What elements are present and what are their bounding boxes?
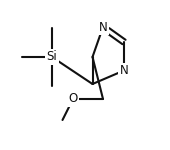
Text: Si: Si	[47, 51, 57, 63]
Text: O: O	[68, 93, 78, 105]
Text: N: N	[99, 21, 107, 33]
Text: N: N	[120, 64, 128, 77]
